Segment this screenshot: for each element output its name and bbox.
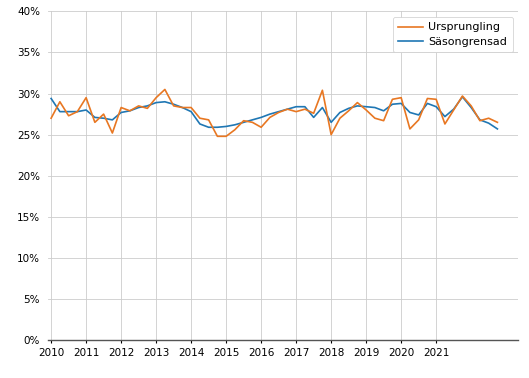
Ursprungling (276, 110, 282, 115)
Säsongrensad (468, 105, 475, 110)
Ursprungling (223, 134, 229, 139)
Säsongrensad (494, 127, 500, 131)
Säsongrensad (48, 96, 54, 101)
Ursprungling (302, 107, 308, 112)
Ursprungling (354, 100, 361, 105)
Säsongrensad (205, 125, 212, 130)
Ursprungling (337, 116, 343, 121)
Säsongrensad (337, 110, 343, 115)
Ursprungling (214, 134, 221, 139)
Ursprungling (162, 87, 168, 92)
Säsongrensad (459, 94, 466, 99)
Line: Säsongrensad: Säsongrensad (51, 97, 497, 129)
Säsongrensad (319, 105, 325, 110)
Legend: Ursprungling, Säsongrensad: Ursprungling, Säsongrensad (393, 17, 513, 53)
Säsongrensad (83, 108, 89, 112)
Säsongrensad (258, 115, 264, 120)
Ursprungling (48, 116, 54, 121)
Ursprungling (494, 120, 500, 125)
Line: Ursprungling: Ursprungling (51, 90, 497, 136)
Ursprungling (83, 95, 89, 100)
